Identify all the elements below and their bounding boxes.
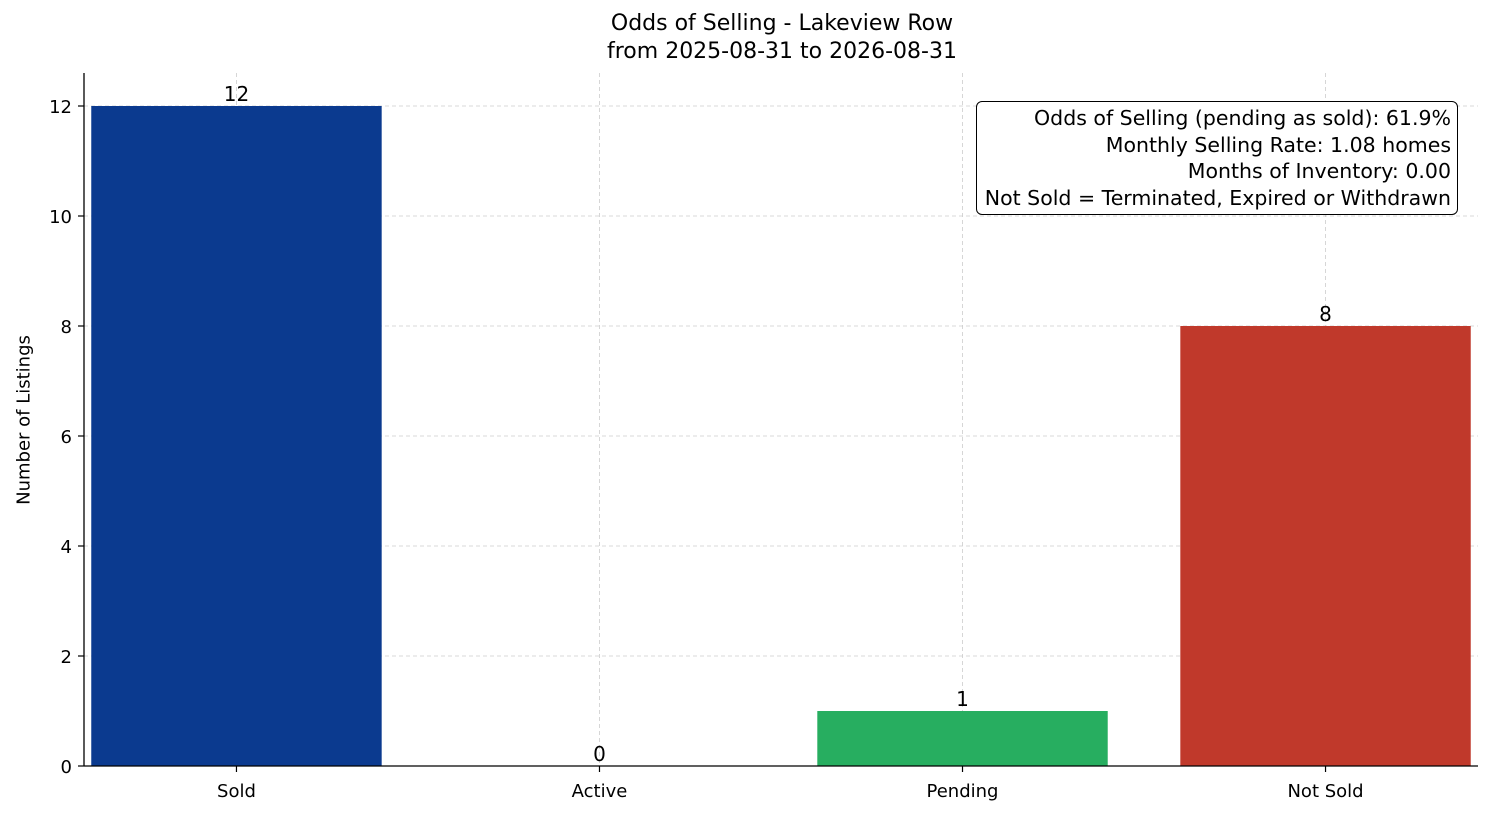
annotation-rate-line: Monthly Selling Rate: 1.08 homes xyxy=(1105,132,1451,157)
bar-value-label: 12 xyxy=(224,82,249,106)
y-tick-label: 8 xyxy=(61,317,72,338)
x-tick-label: Pending xyxy=(927,781,999,802)
chart-title: Odds of Selling - Lakeview Row xyxy=(610,11,954,36)
y-tick-label: 4 xyxy=(61,537,72,558)
chart-title-block: Odds of Selling - Lakeview Row from 2025… xyxy=(0,10,1494,66)
y-tick-label: 10 xyxy=(49,207,72,228)
bar-value-label: 1 xyxy=(956,687,969,711)
y-tick-label: 12 xyxy=(49,97,72,118)
chart-subtitle: from 2025-08-31 to 2026-08-31 xyxy=(607,39,957,64)
bar-sold xyxy=(91,106,382,766)
x-tick-label: Active xyxy=(572,781,628,802)
annotation-inventory-line: Months of Inventory: 0.00 xyxy=(1187,159,1451,183)
bar-value-label: 0 xyxy=(593,742,606,766)
x-tick-label: Sold xyxy=(217,781,256,802)
x-tick-label: Not Sold xyxy=(1287,781,1363,802)
y-tick-label: 0 xyxy=(61,757,72,778)
y-axis-label: Number of Listings xyxy=(13,335,35,505)
bar-not-sold xyxy=(1180,326,1471,766)
bar-value-label: 8 xyxy=(1319,302,1332,326)
annotation-definition-line: Not Sold = Terminated, Expired or Withdr… xyxy=(984,185,1451,210)
y-tick-label: 2 xyxy=(61,647,72,668)
stats-annotation-box: Odds of Selling (pending as sold): 61.9%… xyxy=(975,101,1458,215)
bar-pending xyxy=(817,711,1108,766)
annotation-odds-line: Odds of Selling (pending as sold): 61.9% xyxy=(1034,106,1451,130)
y-tick-label: 6 xyxy=(61,427,72,448)
